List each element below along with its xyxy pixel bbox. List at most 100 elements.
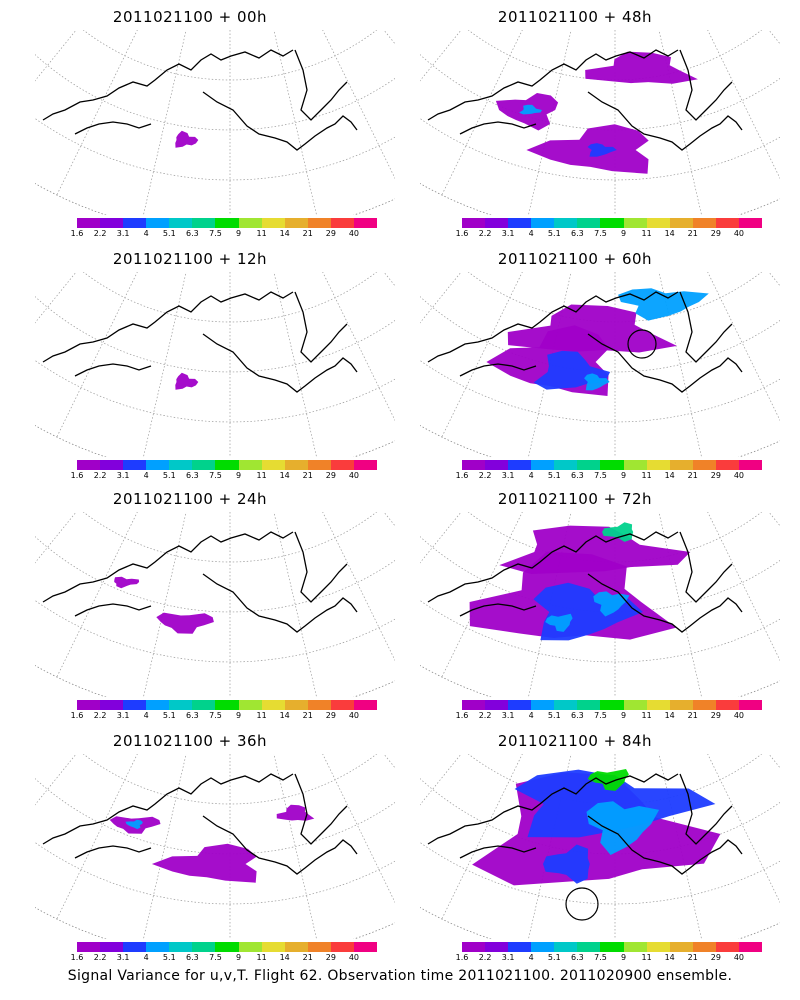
colorbar: 1.6 2.2 3.1 4 5.1 6.3 7.5 9 11 14 21 29 40 bbox=[456, 942, 763, 968]
longitude-gridline bbox=[420, 30, 462, 82]
longitude-gridline bbox=[441, 30, 523, 196]
longitude-gridline bbox=[56, 272, 138, 438]
colorbar-swatch bbox=[307, 218, 331, 228]
colorbar-swatch bbox=[600, 460, 624, 470]
longitude-gridline bbox=[420, 272, 462, 324]
colorbar-label: 3.1 bbox=[501, 953, 515, 962]
longitude-gridline bbox=[658, 272, 702, 457]
longitude-gridline bbox=[35, 272, 77, 324]
domain-border bbox=[765, 512, 780, 565]
colorbar-swatch bbox=[577, 942, 601, 952]
colorbar-swatch bbox=[100, 460, 124, 470]
variance-contour bbox=[587, 143, 617, 157]
colorbar-label: 14 bbox=[664, 953, 675, 962]
colorbar-swatch bbox=[692, 460, 716, 470]
colorbar-swatch bbox=[330, 218, 354, 228]
colorbar: 1.6 2.2 3.1 4 5.1 6.3 7.5 9 11 14 21 29 40 bbox=[71, 942, 378, 968]
colorbar-swatch bbox=[284, 218, 308, 228]
latitude-gridline bbox=[35, 842, 395, 905]
colorbar-label: 5.1 bbox=[162, 229, 176, 238]
colorbar-swatch bbox=[330, 942, 354, 952]
colorbar-label: 1.6 bbox=[70, 711, 84, 720]
colorbar-label: 2.2 bbox=[93, 229, 107, 238]
longitude-gridline bbox=[322, 30, 395, 180]
map-plot bbox=[420, 30, 780, 215]
colorbar-swatch bbox=[192, 942, 216, 952]
latitude-gridline bbox=[82, 30, 378, 81]
latitude-gridline bbox=[35, 296, 395, 373]
colorbar-label: 7.5 bbox=[594, 471, 607, 480]
longitude-gridline bbox=[322, 754, 395, 904]
colorbar-label: 14 bbox=[664, 471, 675, 480]
panel-4: 2011021100 + 24h 1.6 2.2 3.1 4 5.1 6.3 7.5 9 11 1… bbox=[35, 490, 395, 735]
colorbar-label: 11 bbox=[256, 471, 267, 480]
coastline bbox=[679, 773, 733, 845]
colorbar-swatch bbox=[623, 460, 647, 470]
colorbar-swatch bbox=[485, 942, 509, 952]
variance-contour bbox=[276, 804, 315, 821]
longitude-gridline bbox=[35, 512, 77, 564]
colorbar-swatch bbox=[192, 460, 216, 470]
colorbar-swatch bbox=[77, 700, 101, 710]
colorbar-label: 21 bbox=[687, 229, 698, 238]
colorbar-label: 11 bbox=[641, 711, 652, 720]
coastline bbox=[427, 291, 679, 363]
colorbar-swatch bbox=[284, 700, 308, 710]
colorbar-label: 11 bbox=[256, 229, 267, 238]
colorbar-label: 40 bbox=[348, 953, 360, 962]
coastline bbox=[587, 91, 743, 151]
colorbar: 1.6 2.2 3.1 4 5.1 6.3 7.5 9 11 14 21 29 40 bbox=[71, 700, 378, 726]
colorbar-swatch bbox=[353, 218, 378, 228]
domain-border bbox=[35, 665, 395, 697]
longitude-gridline bbox=[322, 272, 395, 422]
colorbar-label: 5.1 bbox=[162, 471, 176, 480]
variance-contour bbox=[585, 51, 698, 84]
colorbar-label: 6.3 bbox=[571, 953, 584, 962]
colorbar-swatch bbox=[669, 460, 693, 470]
coastline bbox=[74, 121, 152, 135]
colorbar-label: 14 bbox=[664, 229, 675, 238]
colorbar-swatch bbox=[577, 700, 601, 710]
colorbar-label: 29 bbox=[325, 953, 336, 962]
colorbar-label: 9 bbox=[235, 711, 242, 720]
colorbar-label: 40 bbox=[348, 471, 360, 480]
variance-contour bbox=[499, 525, 691, 574]
colorbar-swatch bbox=[100, 942, 124, 952]
colorbar-label: 6.3 bbox=[186, 229, 199, 238]
colorbar-label: 5.1 bbox=[547, 229, 561, 238]
domain-border bbox=[35, 425, 395, 457]
coastline bbox=[459, 603, 537, 617]
colorbar-swatch bbox=[146, 218, 170, 228]
colorbar-label: 11 bbox=[641, 953, 652, 962]
colorbar-label: 6.3 bbox=[571, 711, 584, 720]
target-circle bbox=[627, 329, 657, 359]
colorbar-swatch bbox=[554, 942, 578, 952]
colorbar-label: 3.1 bbox=[116, 229, 130, 238]
colorbar-label: 2.2 bbox=[478, 471, 492, 480]
domain-border bbox=[35, 754, 80, 807]
colorbar-swatch bbox=[146, 460, 170, 470]
colorbar: 1.6 2.2 3.1 4 5.1 6.3 7.5 9 11 14 21 29 40 bbox=[71, 218, 378, 244]
colorbar-label: 29 bbox=[710, 471, 721, 480]
colorbar-label: 29 bbox=[325, 711, 336, 720]
panel-title: 2011021100 + 60h bbox=[497, 250, 653, 268]
colorbar-swatch bbox=[738, 700, 763, 710]
colorbar-swatch bbox=[192, 218, 216, 228]
colorbar: 1.6 2.2 3.1 4 5.1 6.3 7.5 9 11 14 21 29 40 bbox=[456, 218, 763, 244]
colorbar-label: 4 bbox=[528, 471, 534, 480]
colorbar-swatch bbox=[353, 942, 378, 952]
variance-contour bbox=[519, 104, 542, 115]
variance-contour bbox=[584, 373, 610, 391]
colorbar-swatch bbox=[307, 460, 331, 470]
colorbar-label: 21 bbox=[302, 229, 313, 238]
colorbar-label: 11 bbox=[641, 471, 652, 480]
colorbar-swatch bbox=[692, 942, 716, 952]
colorbar-swatch bbox=[508, 218, 532, 228]
colorbar-label: 6.3 bbox=[186, 471, 199, 480]
colorbar-label: 7.5 bbox=[594, 953, 607, 962]
latitude-gridline bbox=[35, 778, 395, 855]
colorbar-swatch bbox=[531, 460, 555, 470]
colorbar-swatch bbox=[485, 700, 509, 710]
latitude-gridline bbox=[420, 296, 780, 373]
map-plot bbox=[35, 754, 395, 939]
